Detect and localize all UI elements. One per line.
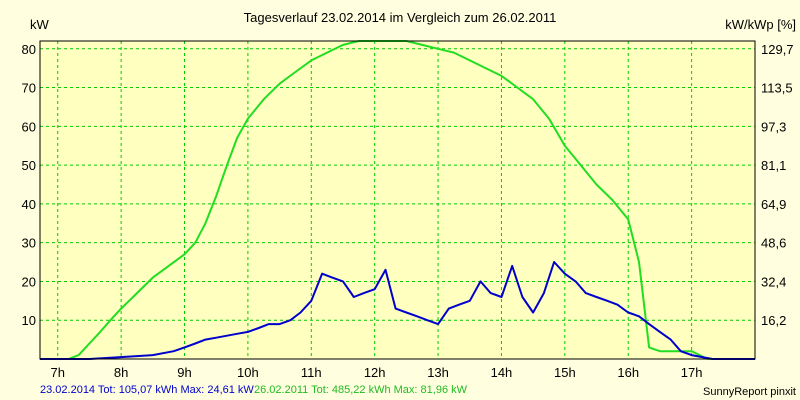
y-left-tick-label: 10	[22, 313, 36, 328]
x-tick-label: 14h	[491, 365, 513, 380]
grid	[40, 41, 755, 359]
series-line-23-02-2014	[40, 261, 755, 360]
y-left-tick-label: 80	[22, 42, 36, 57]
footer-series-2011: 26.02.2011 Tot: 485,22 kWh Max: 81,96 kW	[254, 384, 468, 396]
x-tick-label: 17h	[681, 365, 703, 380]
x-tick-label: 12h	[364, 365, 386, 380]
x-tick-label: 7h	[51, 365, 65, 380]
y-left-tick-label: 50	[22, 158, 36, 173]
chart-title: Tagesverlauf 23.02.2014 im Vergleich zum…	[244, 10, 557, 25]
x-tick-label: 15h	[554, 365, 576, 380]
x-tick-label: 13h	[427, 365, 449, 380]
y-right-tick-label: 97,3	[761, 119, 786, 134]
y-left-tick-label: 60	[22, 119, 36, 134]
x-tick-label: 16h	[617, 365, 639, 380]
y-left-tick-label: 40	[22, 197, 36, 212]
x-tick-label: 10h	[237, 365, 259, 380]
axes: 7h 8h 9h 10h 11h 12h 13h 14h 15h 16h 17h 10 16,2 20 32…	[22, 40, 794, 380]
x-tick-label: 9h	[177, 365, 191, 380]
y-right-tick-label: 48,6	[761, 236, 786, 251]
y-right-tick-label: 32,4	[761, 274, 786, 289]
y-right-tick-label: 129,7	[761, 42, 794, 57]
footer-series-2014: 23.02.2014 Tot: 105,07 kWh Max: 24,61 kW	[40, 384, 254, 396]
y-left-tick-label: 30	[22, 236, 36, 251]
y-right-tick-label: 81,1	[761, 158, 786, 173]
y-axis-right-label: kW/kWp [%]	[725, 17, 796, 32]
x-tick-label: 11h	[301, 365, 322, 380]
plot-frame	[39, 40, 756, 360]
y-left-tick-label: 20	[22, 274, 36, 289]
y-left-tick-label: 70	[22, 81, 36, 96]
y-right-tick-label: 113,5	[761, 81, 793, 96]
footer-credit: SunnyReport pinxit	[703, 386, 796, 398]
y-right-tick-label: 16,2	[761, 313, 786, 328]
plot-area	[40, 41, 755, 359]
y-right-tick-label: 64,9	[761, 197, 786, 212]
x-tick-label: 8h	[114, 365, 128, 380]
y-axis-left-label: kW	[30, 17, 50, 32]
